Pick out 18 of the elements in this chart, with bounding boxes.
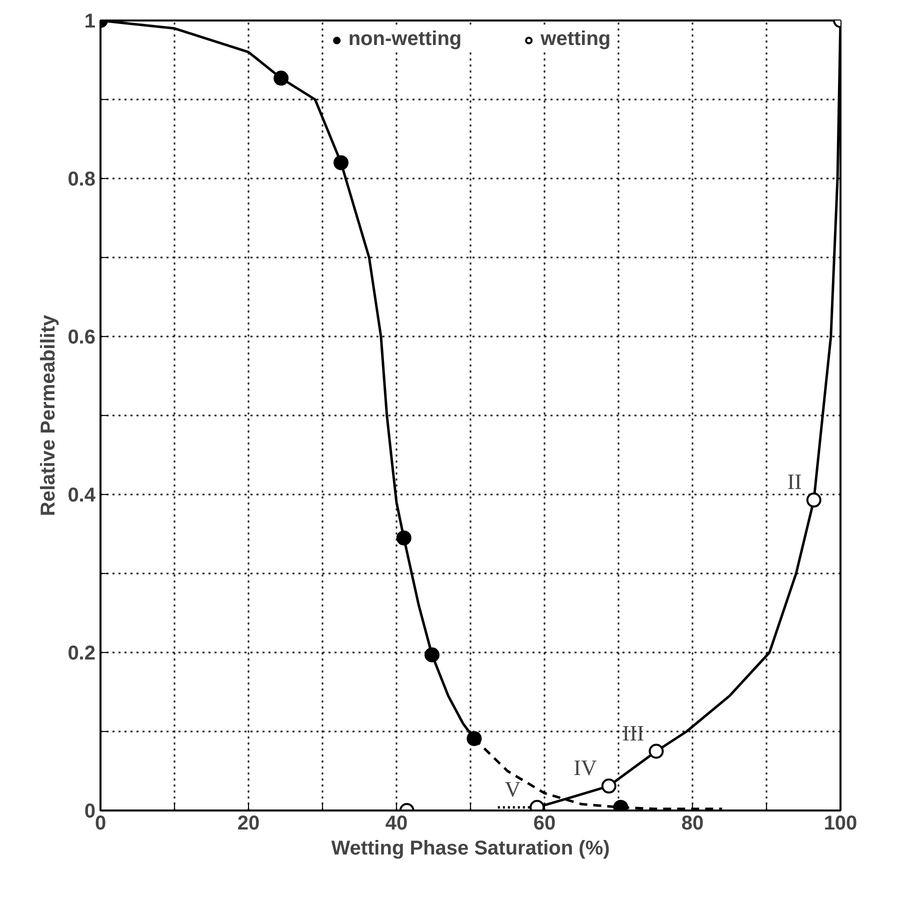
y-tick-label: 0.4 [68,484,96,506]
annotation: V [504,776,521,802]
x-tick-label: 80 [681,812,704,834]
y-tick-label: 1 [84,10,96,32]
y-tick-label: 0.6 [68,326,96,348]
y-axis-title: Relative Permeability [38,314,60,516]
x-tick-label: 100 [824,812,858,834]
x-tick-label: 40 [385,812,408,834]
annotation: IV [574,755,597,780]
y-tick-label: 0.2 [68,642,96,664]
legend-label: wetting [540,28,611,51]
y-tick-label: 0.8 [68,168,96,190]
annotation: II [787,469,802,494]
x-tick-label: 20 [237,812,260,834]
legend-label: non-wetting [348,28,462,51]
x-axis-title: Wetting Phase Saturation (%) [331,838,610,860]
annotation: III [622,720,644,746]
x-tick-label: 60 [533,812,556,834]
